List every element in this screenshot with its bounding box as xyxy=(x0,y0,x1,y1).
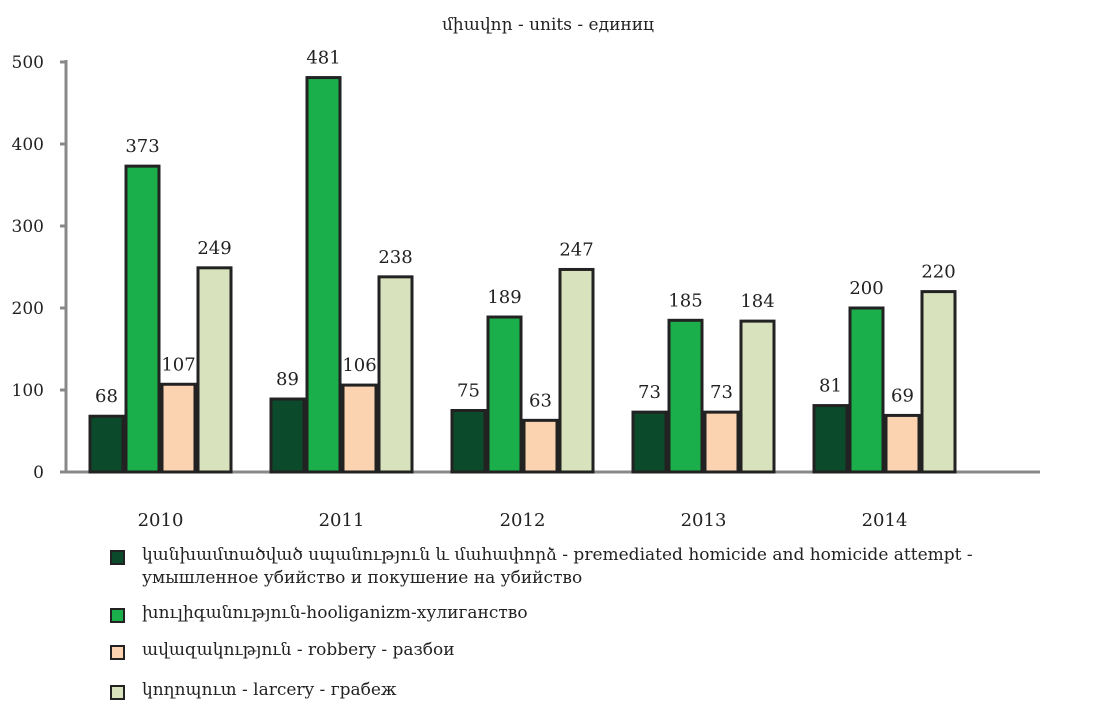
bar-2011-series-2 xyxy=(305,76,342,474)
bar-2012-series-3 xyxy=(522,418,559,474)
legend-item-hooliganism: խուլիգանություն-hooliganizm-хулиганство xyxy=(110,602,1090,639)
legend-label: կողոպուտ - larcery - грабеж xyxy=(142,680,397,700)
legend: կանխամտածված սպանություն և մահափորձ - pr… xyxy=(110,544,1090,702)
bar-value-label: 63 xyxy=(529,390,552,411)
bar-2011-series-1 xyxy=(269,397,306,474)
bar-2014-series-3 xyxy=(884,413,921,474)
bar-2012-series-2 xyxy=(486,315,523,474)
bar-value-label: 200 xyxy=(849,278,883,299)
bar-2010-series-3 xyxy=(160,382,197,474)
y-tick-label: 100 xyxy=(12,381,44,401)
chart-title: միավոր - units - единиц xyxy=(442,15,654,35)
legend-label: կանխամտածված սպանություն և մահափորձ - pr… xyxy=(142,545,973,588)
bar-value-label: 184 xyxy=(740,291,774,312)
y-axis: 0 100 200 300 400 500 xyxy=(12,53,66,483)
bar-value-label: 75 xyxy=(457,381,480,402)
bar-value-label: 89 xyxy=(276,369,299,390)
bar-value-label: 249 xyxy=(197,238,231,259)
x-axis-labels: 2010 2011 2012 2013 2014 xyxy=(138,510,908,531)
bar-2014-series-2 xyxy=(848,306,885,474)
bar-value-label: 373 xyxy=(125,136,159,157)
x-tick-label: 2012 xyxy=(500,510,546,531)
x-tick-label: 2010 xyxy=(138,510,184,531)
y-tick-label: 300 xyxy=(12,217,44,237)
bar-value-label: 81 xyxy=(819,376,842,397)
legend-item-robbery: ավազակություն - robbery - разбои xyxy=(110,639,1090,679)
bar-2014-series-1 xyxy=(812,404,849,474)
y-tick-label: 0 xyxy=(33,463,44,483)
y-tick-label: 400 xyxy=(12,135,44,155)
bar-value-label: 73 xyxy=(710,382,733,403)
bar-value-label: 220 xyxy=(921,262,955,283)
bar-2012-series-1 xyxy=(450,409,487,474)
legend-item-premeditated-homicide: կանխամտածված սպանություն և մահափորձ - pr… xyxy=(110,544,1090,602)
bar-value-label: 68 xyxy=(95,386,118,407)
bar-value-label: 107 xyxy=(161,354,195,375)
bar-2013-series-4 xyxy=(739,319,776,474)
bar-value-label: 238 xyxy=(378,247,412,268)
bar-2013-series-1 xyxy=(631,410,668,474)
bar-2010-series-2 xyxy=(124,164,161,474)
legend-label: խուլիգանություն-hooliganizm-хулиганство xyxy=(142,603,528,623)
legend-swatch xyxy=(110,685,125,700)
legend-swatch xyxy=(110,608,125,623)
y-tick-label: 500 xyxy=(12,53,44,73)
bar-value-label: 106 xyxy=(342,355,376,376)
bars: 68 373 107 249 89 481 106 238 75 189 63 247 73 185 73 1… xyxy=(88,48,957,474)
bar-2012-series-4 xyxy=(558,267,595,474)
bar-2011-series-3 xyxy=(341,383,378,474)
legend-label: ավազակություն - robbery - разбои xyxy=(142,640,455,660)
bar-value-label: 69 xyxy=(891,385,914,406)
y-tick-label: 200 xyxy=(12,299,44,319)
bar-value-label: 189 xyxy=(487,287,521,308)
bar-2013-series-3 xyxy=(703,410,740,474)
bar-value-label: 73 xyxy=(638,382,661,403)
x-tick-label: 2014 xyxy=(862,510,908,531)
legend-swatch xyxy=(110,550,125,565)
x-tick-label: 2011 xyxy=(319,510,365,531)
bar-value-label: 185 xyxy=(668,290,702,311)
bar-2011-series-4 xyxy=(377,275,414,474)
legend-item-larceny: կողոպուտ - larcery - грабеж xyxy=(110,679,1090,702)
bar-value-label: 481 xyxy=(306,48,340,69)
bar-2010-series-4 xyxy=(196,266,233,474)
bar-value-label: 247 xyxy=(559,239,593,260)
bar-2014-series-4 xyxy=(920,290,957,474)
bar-2013-series-2 xyxy=(667,318,704,474)
legend-swatch xyxy=(110,645,125,660)
x-tick-label: 2013 xyxy=(681,510,727,531)
bar-2010-series-1 xyxy=(88,414,125,474)
